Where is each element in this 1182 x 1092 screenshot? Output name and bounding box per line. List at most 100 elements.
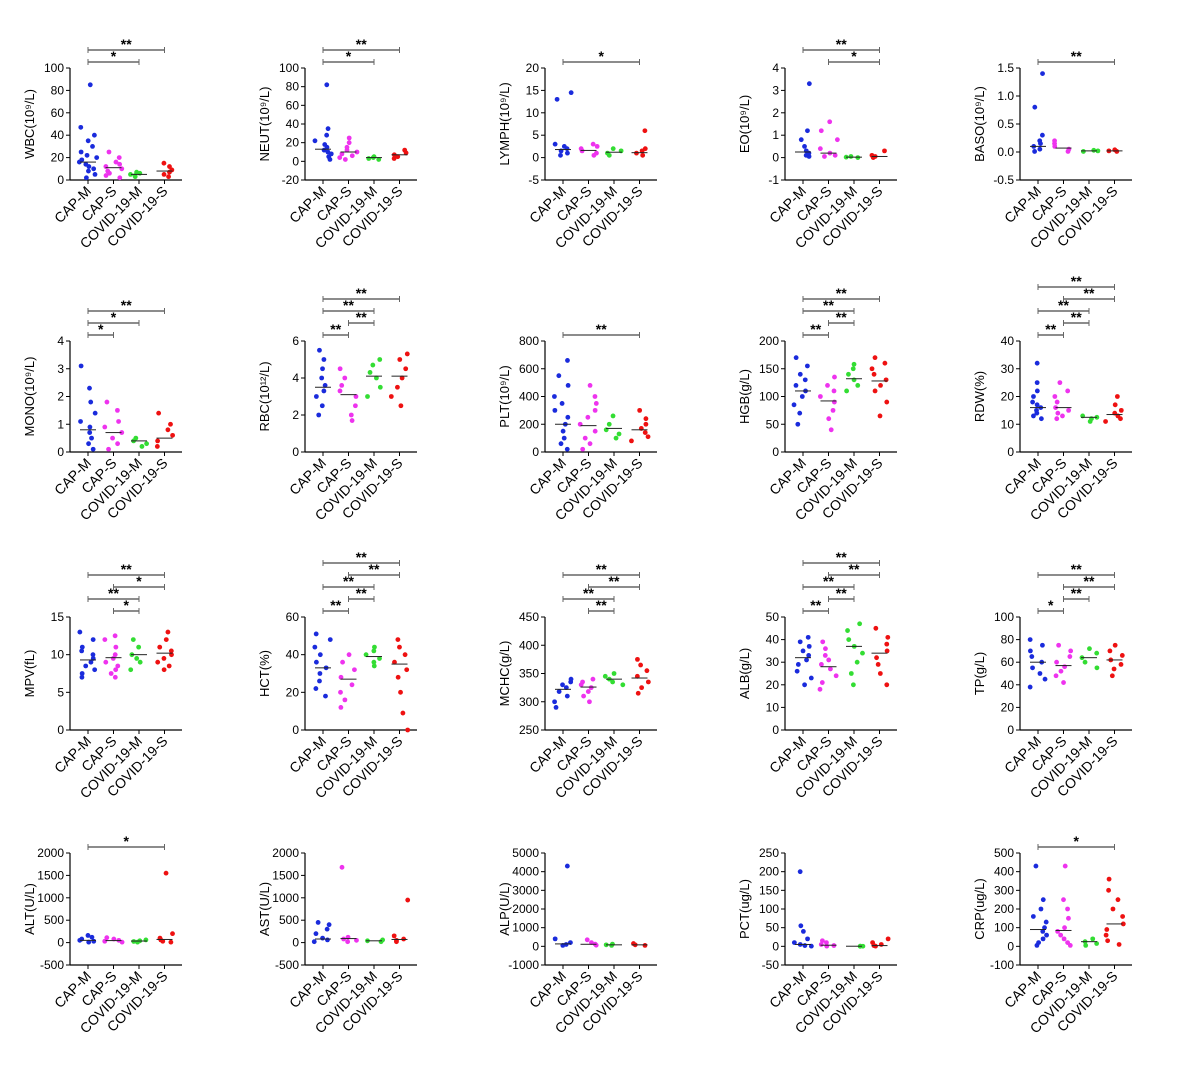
data-point xyxy=(1116,942,1122,947)
y-tick-label: 20 xyxy=(51,151,65,165)
data-point xyxy=(1040,71,1045,76)
panel-12: 250300350400450MCHC(g/L)CAP-MCAP-SCOVID-… xyxy=(497,561,657,801)
y-tick-label: 150 xyxy=(759,883,779,897)
y-tick-label: 800 xyxy=(519,334,539,348)
data-point xyxy=(1052,394,1058,399)
y-tick-label: 0 xyxy=(532,151,539,165)
data-point xyxy=(88,399,94,405)
data-point xyxy=(325,149,331,155)
data-point xyxy=(616,431,622,437)
data-point xyxy=(346,652,352,658)
data-point xyxy=(592,407,598,413)
data-point xyxy=(580,446,586,452)
data-point xyxy=(1106,876,1112,882)
data-point xyxy=(592,428,598,434)
data-point xyxy=(802,682,807,688)
data-point xyxy=(802,943,808,948)
y-tick-label: 20 xyxy=(1001,390,1015,404)
data-point xyxy=(319,375,325,381)
data-point xyxy=(640,152,646,158)
data-point xyxy=(402,652,408,658)
data-point xyxy=(817,394,823,399)
y-tick-label: 0 xyxy=(1007,445,1014,459)
data-point xyxy=(388,394,394,399)
data-point xyxy=(642,146,648,152)
data-point xyxy=(556,373,562,379)
y-tick-label: 100 xyxy=(759,902,779,916)
significance-label: ** xyxy=(356,549,367,565)
y-tick-label: 4 xyxy=(772,61,779,75)
y-tick-label: 60 xyxy=(51,106,65,120)
data-point xyxy=(1036,940,1042,945)
data-point xyxy=(354,937,359,943)
data-point xyxy=(112,652,118,658)
data-point xyxy=(102,637,108,642)
data-point xyxy=(115,441,120,447)
data-point xyxy=(325,937,330,943)
data-point xyxy=(800,648,806,654)
data-point xyxy=(806,643,812,649)
data-point xyxy=(824,940,829,945)
data-point xyxy=(802,144,807,149)
data-point xyxy=(1032,149,1038,154)
data-point xyxy=(313,659,319,665)
significance-label: ** xyxy=(1058,297,1069,313)
data-point xyxy=(1095,148,1101,154)
data-point xyxy=(1027,648,1033,654)
data-point xyxy=(316,412,322,418)
data-point xyxy=(560,428,566,434)
data-point xyxy=(805,634,811,640)
significance-label: ** xyxy=(356,36,367,52)
data-point xyxy=(1062,863,1068,869)
data-point xyxy=(832,374,837,380)
data-point xyxy=(872,388,878,394)
data-point xyxy=(116,419,121,424)
data-point xyxy=(90,144,95,149)
data-point xyxy=(340,659,345,665)
data-point xyxy=(91,132,97,138)
data-point xyxy=(823,646,828,652)
significance-label: ** xyxy=(823,297,834,313)
data-point xyxy=(592,394,598,399)
data-point xyxy=(1104,927,1110,932)
data-point xyxy=(92,667,98,673)
data-point xyxy=(86,441,91,447)
data-point xyxy=(391,933,397,939)
data-point xyxy=(565,383,571,388)
data-point xyxy=(78,363,84,369)
data-point xyxy=(342,375,348,381)
data-point xyxy=(563,942,569,947)
data-point xyxy=(877,671,883,676)
data-point xyxy=(884,648,890,654)
data-point xyxy=(165,629,171,635)
data-point xyxy=(588,685,594,691)
y-tick-label: 4 xyxy=(292,371,299,385)
data-point xyxy=(79,671,85,676)
y-tick-label: 15 xyxy=(51,610,65,624)
data-point xyxy=(820,938,825,944)
data-point xyxy=(1058,932,1064,938)
data-point xyxy=(828,427,834,433)
data-point xyxy=(377,357,383,362)
y-tick-label: 150 xyxy=(759,362,779,376)
data-point xyxy=(585,689,591,694)
data-point xyxy=(320,366,325,372)
data-point xyxy=(313,931,319,937)
data-point xyxy=(166,174,171,180)
data-point xyxy=(161,172,167,177)
data-point xyxy=(1112,642,1118,648)
data-point xyxy=(1053,673,1059,679)
significance-label: * xyxy=(111,309,117,325)
significance-label: ** xyxy=(1071,585,1082,601)
data-point xyxy=(78,419,83,424)
data-point xyxy=(79,644,85,650)
y-axis-title: RDW(%) xyxy=(972,371,987,422)
data-point xyxy=(602,673,608,679)
data-point xyxy=(884,682,890,688)
data-point xyxy=(791,940,797,945)
data-point xyxy=(794,668,800,674)
y-axis-title: TP(g/L) xyxy=(972,652,987,695)
y-axis-title: ALT(U/L) xyxy=(22,883,37,935)
data-point xyxy=(860,650,865,656)
data-point xyxy=(826,657,832,663)
